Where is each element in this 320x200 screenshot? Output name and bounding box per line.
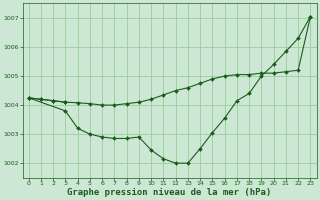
X-axis label: Graphe pression niveau de la mer (hPa): Graphe pression niveau de la mer (hPa) [68, 188, 272, 197]
